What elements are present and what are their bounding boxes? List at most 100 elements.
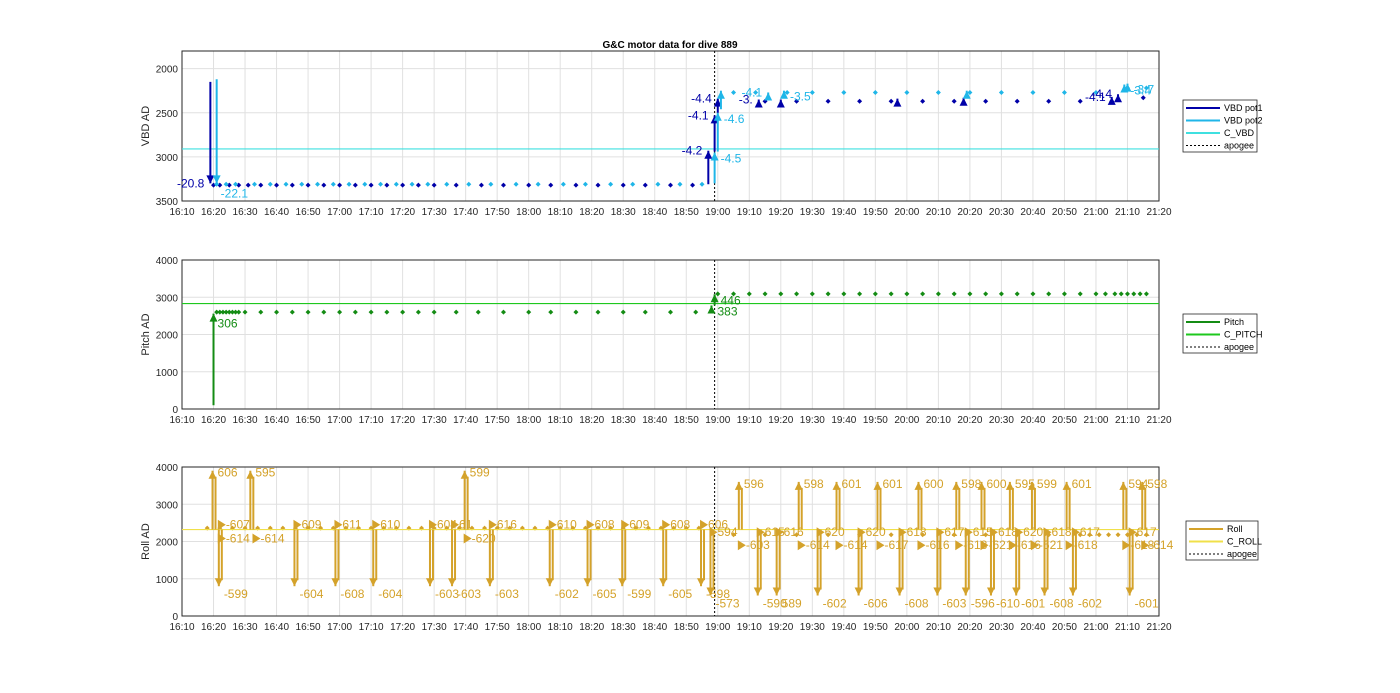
x-tick-label: 18:00 <box>516 207 541 218</box>
data-point <box>1014 98 1020 104</box>
data-point <box>1102 291 1108 297</box>
move-label: -4.1 <box>688 108 709 122</box>
data-point <box>825 532 831 538</box>
data-point <box>595 309 601 315</box>
move-label: 446 <box>721 293 741 307</box>
roll-label: 598 <box>961 477 981 491</box>
data-point <box>888 532 894 538</box>
x-tick-label: 21:20 <box>1146 207 1171 218</box>
x-tick-label: 19:10 <box>737 207 762 218</box>
roll-move-side <box>1065 540 1074 551</box>
x-tick-label: 20:00 <box>894 622 919 633</box>
legend-entry-label: C_VBD <box>1224 128 1255 138</box>
legend-entry-label: apogee <box>1224 141 1254 151</box>
data-point <box>384 309 390 315</box>
data-point <box>488 181 494 187</box>
roll-label: 616 <box>497 518 517 532</box>
x-tick-label: 20:10 <box>926 415 951 426</box>
motor-move-head <box>962 90 971 99</box>
roll-label: 608 <box>595 518 615 532</box>
x-tick-label: 19:00 <box>705 415 730 426</box>
data-point <box>535 181 541 187</box>
data-point <box>362 181 368 187</box>
data-point <box>1030 89 1036 95</box>
data-point <box>330 181 336 187</box>
roll-move-side <box>428 519 437 530</box>
roll-label: 609 <box>629 518 649 532</box>
roll-label: -618 <box>1074 538 1098 552</box>
legend-entry-label: apogee <box>1224 342 1254 352</box>
move-label: -4.5 <box>721 151 742 165</box>
data-point <box>425 181 431 187</box>
roll-move-side <box>980 540 989 551</box>
data-point <box>368 182 374 188</box>
x-tick-label: 21:10 <box>1115 415 1140 426</box>
x-tick-label: 18:40 <box>642 622 667 633</box>
x-tick-label: 20:40 <box>1020 415 1045 426</box>
x-tick-label: 17:40 <box>453 622 478 633</box>
roll-label: 601 <box>1072 477 1092 491</box>
roll-move-side <box>662 519 671 530</box>
data-point <box>321 182 327 188</box>
data-point <box>368 309 374 315</box>
x-tick-label: 17:30 <box>422 207 447 218</box>
data-point <box>1143 85 1149 91</box>
move-label: -3. <box>739 93 753 107</box>
x-tick-label: 19:20 <box>768 207 793 218</box>
motor-move-head <box>716 90 725 99</box>
data-point <box>699 181 705 187</box>
data-point <box>453 309 459 315</box>
x-tick-label: 16:50 <box>296 622 321 633</box>
data-point <box>951 532 957 538</box>
roll-label: 615 <box>973 525 993 539</box>
motor-move-head <box>710 152 719 161</box>
data-point <box>526 309 532 315</box>
motor-move-head <box>764 92 773 101</box>
roll-move-side <box>955 540 964 551</box>
x-tick-label: 18:20 <box>579 415 604 426</box>
data-point <box>920 291 926 297</box>
x-tick-label: 20:20 <box>957 415 982 426</box>
data-point <box>1077 532 1083 538</box>
x-tick-label: 17:30 <box>422 622 447 633</box>
data-point <box>289 182 295 188</box>
motor-move-head <box>704 150 713 159</box>
roll-label: 601 <box>842 477 862 491</box>
data-point <box>967 89 973 95</box>
data-point <box>258 309 264 315</box>
x-tick-label: 16:20 <box>201 415 226 426</box>
roll-label: -603 <box>457 587 481 601</box>
x-tick-label: 20:50 <box>1052 415 1077 426</box>
x-tick-label: 20:20 <box>957 622 982 633</box>
data-point <box>935 89 941 95</box>
roll-label: -617 <box>885 538 909 552</box>
motor-move-head <box>779 90 788 99</box>
data-point <box>283 181 289 187</box>
move-label: -3.7 <box>1133 83 1154 97</box>
roll-label: 601 <box>883 477 903 491</box>
roll-label: 620 <box>866 525 886 539</box>
legend-entry-label: Pitch <box>1224 317 1244 327</box>
x-tick-label: 17:50 <box>485 622 510 633</box>
data-point <box>1087 532 1093 538</box>
data-point <box>920 532 926 538</box>
data-point <box>794 98 800 104</box>
data-point <box>223 181 229 187</box>
x-tick-label: 17:20 <box>390 207 415 218</box>
data-point <box>620 309 626 315</box>
data-point <box>548 182 554 188</box>
data-point <box>267 181 273 187</box>
roll-label: 609 <box>301 518 321 532</box>
move-label: -3.4 <box>1130 84 1151 98</box>
panel-vbd: 16:10 16:20 16:30 16:40 16:50 17:00 17:10 17:20… <box>140 50 1263 218</box>
data-point <box>431 309 437 315</box>
move-label: 306 <box>218 317 238 331</box>
data-point <box>478 182 484 188</box>
y-tick-label: 3000 <box>156 500 179 511</box>
data-point <box>904 291 910 297</box>
x-tick-label: 21:20 <box>1146 415 1171 426</box>
axes-box <box>181 259 1160 410</box>
x-tick-label: 18:30 <box>611 622 636 633</box>
x-tick-label: 19:40 <box>831 622 856 633</box>
